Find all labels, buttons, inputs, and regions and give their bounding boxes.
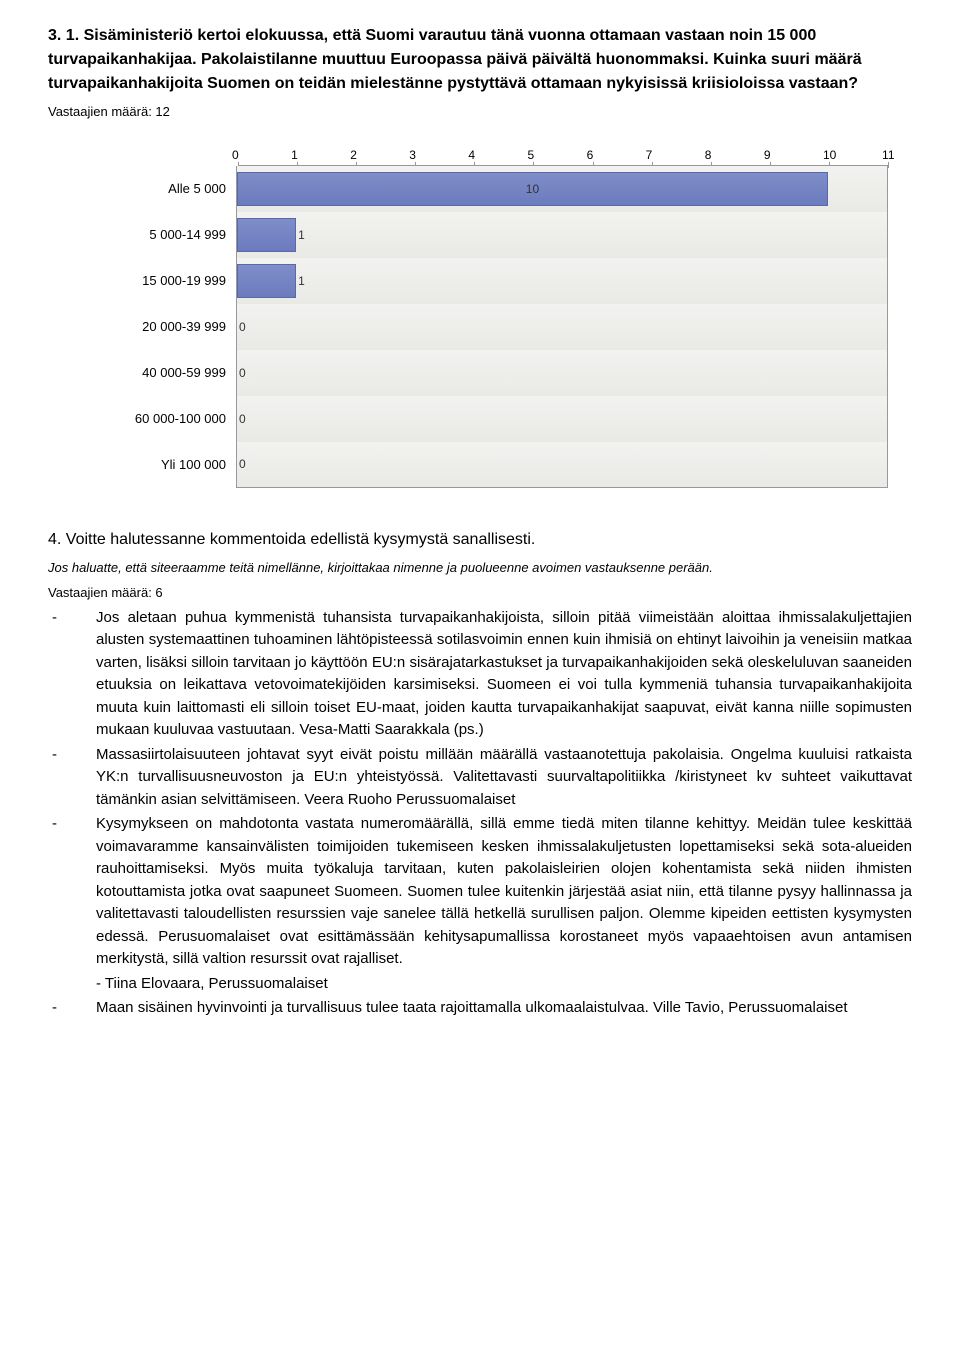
chart-bar: [237, 218, 296, 252]
answer-dash: -: [48, 813, 96, 995]
chart-tick: 7: [652, 146, 711, 165]
chart-bar-value: 0: [239, 410, 246, 428]
chart-bar-value: 0: [239, 455, 246, 473]
answer-item: -Kysymykseen on mahdotonta vastata numer…: [48, 813, 912, 995]
chart-bar-area: 1: [236, 258, 888, 304]
chart-tick: 3: [415, 146, 474, 165]
chart-row: 15 000-19 999 1: [108, 258, 888, 304]
q4-answer-list: -Jos aletaan puhua kymmenistä tuhansista…: [48, 607, 912, 1020]
bar-chart: 01234567891011 Alle 5 000105 000-14 9991…: [108, 146, 888, 488]
chart-bar-value: 0: [239, 364, 246, 382]
q3-heading: 3. 1. Sisäministeriö kertoi elokuussa, e…: [48, 24, 912, 96]
chart-row-label: 60 000-100 000: [108, 409, 236, 429]
answer-dash: -: [48, 744, 96, 812]
chart-bar-value: 1: [298, 272, 305, 290]
chart-row-label: 5 000-14 999: [108, 225, 236, 245]
answer-item: -Jos aletaan puhua kymmenistä tuhansista…: [48, 607, 912, 742]
answer-item: -Massasiirtolaisuuteen johtavat syyt eiv…: [48, 744, 912, 812]
chart-bar-value: 10: [526, 180, 539, 198]
chart-tick: 0: [238, 146, 297, 165]
chart-bar-area: 0: [236, 350, 888, 396]
chart-row: 40 000-59 9990: [108, 350, 888, 396]
chart-x-axis: 01234567891011: [238, 146, 888, 166]
chart-tick: 2: [356, 146, 415, 165]
chart-row-label: 20 000-39 999: [108, 317, 236, 337]
chart-bar-area: 0: [236, 442, 888, 488]
q4-note: Jos haluatte, että siteeraamme teitä nim…: [48, 558, 912, 578]
chart-bar: [237, 264, 296, 298]
chart-bar-area: 0: [236, 396, 888, 442]
answer-body: Massasiirtolaisuuteen johtavat syyt eivä…: [96, 744, 912, 812]
chart-row: 20 000-39 9990: [108, 304, 888, 350]
chart-row: 60 000-100 0000: [108, 396, 888, 442]
answer-item: -Maan sisäinen hyvinvointi ja turvallisu…: [48, 997, 912, 1020]
chart-row: 5 000-14 999 1: [108, 212, 888, 258]
q4-heading: 4. Voitte halutessanne kommentoida edell…: [48, 528, 912, 552]
chart-row: Alle 5 000 10: [108, 166, 888, 212]
chart-tick: 10: [829, 146, 888, 165]
chart-row-label: Yli 100 000: [108, 455, 236, 475]
chart-bar-area: 10: [236, 166, 888, 212]
answer-signature: - Tiina Elovaara, Perussuomalaiset: [96, 973, 912, 996]
answer-dash: -: [48, 607, 96, 742]
chart-rows: Alle 5 000 10 5 000-14 999 1 15 000-19 999 1 2…: [108, 166, 888, 488]
chart-bar-area: 0: [236, 304, 888, 350]
answer-body: Maan sisäinen hyvinvointi ja turvallisuu…: [96, 997, 912, 1020]
chart-row-label: 40 000-59 999: [108, 363, 236, 383]
q3-respondent-count: Vastaajien määrä: 12: [48, 102, 912, 122]
chart-row-label: 15 000-19 999: [108, 271, 236, 291]
chart-bar-area: 1: [236, 212, 888, 258]
chart-row: Yli 100 0000: [108, 442, 888, 488]
answer-body: Jos aletaan puhua kymmenistä tuhansista …: [96, 607, 912, 742]
chart-bar-value: 1: [298, 226, 305, 244]
chart-tick: 1: [297, 146, 356, 165]
chart-tick: 4: [474, 146, 533, 165]
chart-tick: 8: [711, 146, 770, 165]
chart-tick: 5: [533, 146, 592, 165]
chart-bar-value: 0: [239, 318, 246, 336]
chart-tick: 6: [593, 146, 652, 165]
chart-tick: 9: [770, 146, 829, 165]
chart-row-label: Alle 5 000: [108, 179, 236, 199]
answer-dash: -: [48, 997, 96, 1020]
answer-body: Kysymykseen on mahdotonta vastata numero…: [96, 813, 912, 995]
q4-respondent-count: Vastaajien määrä: 6: [48, 583, 912, 603]
